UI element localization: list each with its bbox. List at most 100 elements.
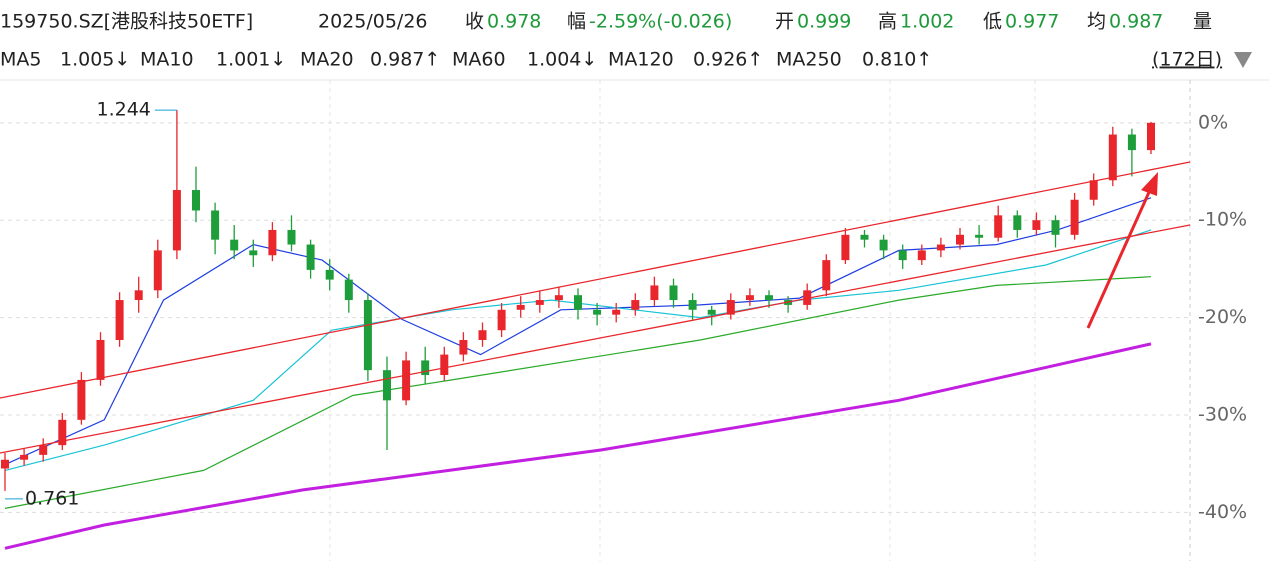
ma-value: 1.005↓ — [60, 49, 130, 71]
candle-body — [765, 295, 773, 301]
candle-body — [1032, 220, 1041, 230]
candle-body — [77, 379, 86, 420]
y-tick-label: -10% — [1198, 209, 1247, 231]
candle-body — [192, 190, 200, 211]
candle-body — [440, 354, 449, 376]
field-value: 0.987 — [1109, 11, 1163, 33]
candle-body — [1013, 215, 1022, 230]
high-label: 1.244 — [96, 99, 150, 121]
stock-code: 159750.SZ[港股科技50ETF] — [0, 11, 253, 33]
date: 2025/05/26 — [318, 11, 428, 33]
candle-body — [631, 300, 640, 310]
candle-body — [58, 419, 67, 446]
candle-body — [745, 295, 754, 301]
field-value: -2.59%(-0.026) — [589, 11, 732, 33]
candle-body — [134, 290, 143, 301]
ma-value: 1.004↓ — [527, 49, 597, 71]
candle-body — [516, 304, 525, 310]
candle-body — [478, 330, 487, 340]
candle-body — [325, 269, 334, 280]
candle-body — [20, 454, 29, 460]
vertical-grid — [329, 80, 1191, 561]
field-value: 0.999 — [797, 11, 851, 33]
candle-body — [803, 290, 812, 305]
candle-body — [898, 250, 907, 261]
trend-arrow — [1086, 172, 1158, 329]
field-label: 开 — [775, 11, 794, 33]
ma-name: MA120 — [608, 49, 674, 71]
candle-body — [363, 300, 372, 371]
candle-body — [879, 239, 888, 251]
candle-body — [593, 309, 602, 315]
ma-name: MA250 — [776, 49, 842, 71]
candle-body — [975, 234, 984, 238]
candle-body — [1147, 122, 1155, 151]
candle-body — [383, 370, 391, 401]
candle-body — [1070, 199, 1079, 235]
ma-name: MA60 — [452, 49, 506, 71]
ma-line — [4, 276, 1152, 509]
candle-body — [669, 285, 678, 301]
y-tick-label: -40% — [1198, 501, 1247, 523]
candle-body — [249, 250, 258, 256]
field-label: 收 — [465, 11, 484, 33]
candle-body — [726, 300, 735, 315]
candle-body — [917, 250, 926, 261]
field-label: 高 — [878, 11, 897, 33]
candle-body — [268, 229, 277, 256]
ma-name: MA5 — [0, 49, 41, 71]
field-value: 0.978 — [487, 11, 541, 33]
period-selector[interactable]: (172日) — [1152, 49, 1222, 71]
candle-body — [1108, 134, 1117, 181]
candle-body — [650, 285, 659, 301]
candle-body — [1127, 134, 1136, 151]
candle-body — [230, 239, 239, 251]
ma-value: 1.001↓ — [216, 49, 286, 71]
candle-body — [153, 250, 162, 291]
candle-body — [956, 234, 964, 245]
candle-body — [402, 360, 411, 401]
dropdown-arrow[interactable] — [1234, 52, 1252, 68]
ma-line — [4, 229, 1152, 471]
y-tick-label: -20% — [1198, 306, 1247, 328]
ma-name: MA20 — [300, 49, 354, 71]
candle-body — [39, 445, 48, 455]
candle-body — [497, 309, 506, 331]
candle-body — [535, 300, 544, 305]
candle-body — [612, 309, 621, 315]
field-label: 幅 — [567, 11, 586, 33]
field-label: 均 — [1087, 11, 1106, 33]
ma-line — [4, 197, 1152, 466]
candle-body — [172, 190, 181, 251]
ma-name: MA10 — [140, 49, 194, 71]
y-tick-label: -30% — [1198, 403, 1247, 425]
y-tick-label: 0% — [1198, 111, 1228, 133]
field-label: 低 — [983, 11, 1002, 33]
ma-value: 0.987↑ — [370, 49, 440, 71]
ma-value: 0.926↑ — [693, 49, 763, 71]
candle-body — [115, 300, 124, 340]
candle-body — [306, 244, 315, 270]
candle-body — [688, 300, 697, 310]
candle-body — [421, 360, 430, 376]
trend-channel — [0, 161, 1191, 454]
candle-body — [96, 339, 105, 380]
candle-body — [1, 459, 9, 469]
ma-value: 0.810↑ — [862, 49, 932, 71]
ma-legend: MA5 1.005↓ MA10 1.001↓ MA20 0.987↑ MA60 1.004↓ M… — [0, 49, 932, 71]
ma-line — [4, 342, 1152, 550]
candle-body — [554, 295, 563, 301]
candle-body — [936, 244, 945, 251]
field-value: 0.977 — [1005, 11, 1059, 33]
volume-label: 量 — [1193, 11, 1212, 33]
candle-body — [707, 309, 716, 315]
plot: 0% -10% -20% -30% -40% 1.244 0.761 — [0, 99, 1247, 550]
candle-body — [1089, 180, 1098, 200]
candle-body — [1051, 220, 1060, 235]
candle-body — [994, 215, 1003, 238]
candle-body — [459, 339, 468, 355]
low-label: 0.761 — [25, 487, 79, 509]
candle-body — [860, 234, 869, 240]
candle-body — [574, 295, 582, 310]
